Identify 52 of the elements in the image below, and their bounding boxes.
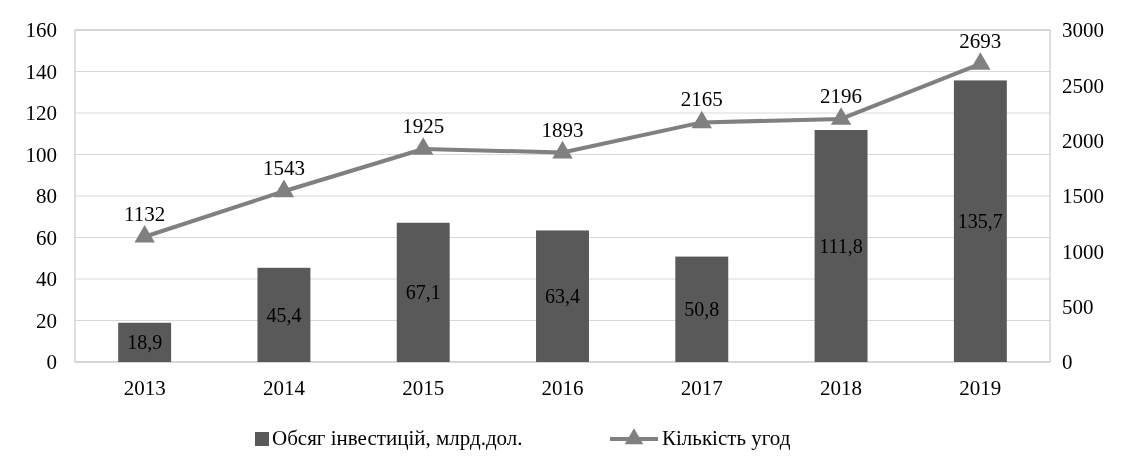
y-tick-label: 160 xyxy=(25,18,57,43)
y2-tick-label: 2500 xyxy=(1062,73,1104,98)
x-tick-label: 2017 xyxy=(680,376,723,400)
y2-tick-label: 2000 xyxy=(1062,129,1104,154)
point xyxy=(552,140,573,159)
x-tick-label: 2016 xyxy=(541,376,584,400)
point xyxy=(413,137,434,155)
point xyxy=(273,179,295,198)
data-label: 18,9 xyxy=(127,331,163,354)
y-tick-label: 80 xyxy=(36,184,57,209)
bar xyxy=(953,80,1007,362)
y-tick-label: 100 xyxy=(25,142,57,167)
data-label: 50,8 xyxy=(684,298,720,321)
x-tick-label: 2019 xyxy=(959,376,1002,400)
y2-tick-label: 3000 xyxy=(1062,18,1104,43)
data-label: 111,8 xyxy=(819,235,863,258)
data-label: 63,4 xyxy=(545,285,580,308)
y-tick-label: 40 xyxy=(36,267,57,292)
point xyxy=(691,110,712,129)
bar xyxy=(536,230,589,362)
x-tick-label: 2018 xyxy=(820,376,863,400)
y-tick-label: 20 xyxy=(36,308,57,333)
data-label: 45,4 xyxy=(266,303,302,326)
y-tick-label: 140 xyxy=(25,59,57,84)
x-tick-label: 2013 xyxy=(123,376,166,400)
y-tick-label: 120 xyxy=(25,101,57,126)
y-tick-label: 0 xyxy=(46,350,57,375)
data-label: 1925 xyxy=(402,113,445,138)
data-label: 1132 xyxy=(124,201,166,226)
legend-label: Обсяг інвестицій, млрд.дол. xyxy=(272,426,523,450)
data-label: 2165 xyxy=(680,87,723,112)
data-label: 1543 xyxy=(262,156,305,181)
y2-tick-label: 1000 xyxy=(1062,239,1104,264)
data-label: 67,1 xyxy=(405,281,441,304)
y2-tick-label: 1500 xyxy=(1062,184,1104,209)
data-label: 2196 xyxy=(820,83,863,108)
point xyxy=(134,224,155,243)
data-label: 2693 xyxy=(959,28,1002,53)
data-label: 135,7 xyxy=(957,210,1003,233)
point xyxy=(970,52,991,70)
legend-label: Кількість угод xyxy=(662,426,791,450)
point xyxy=(830,107,852,125)
bar xyxy=(675,256,729,362)
y2-tick-label: 500 xyxy=(1062,295,1094,320)
bar xyxy=(814,130,868,362)
data-label: 1893 xyxy=(541,117,584,142)
bar xyxy=(396,222,450,362)
y-tick-label: 60 xyxy=(36,225,57,250)
bar xyxy=(257,267,311,362)
y2-tick-label: 0 xyxy=(1062,350,1073,375)
x-tick-label: 2014 xyxy=(262,376,306,400)
x-tick-label: 2015 xyxy=(402,376,445,400)
